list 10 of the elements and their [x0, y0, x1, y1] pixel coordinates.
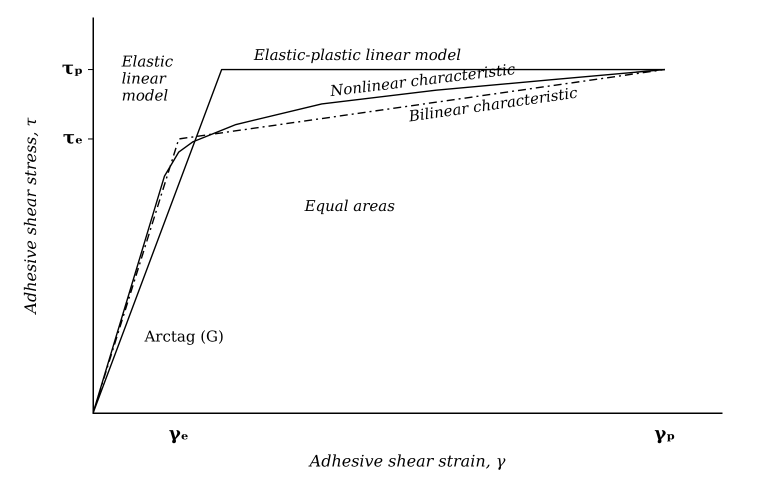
annotation: Arctag (G) [143, 327, 224, 346]
x-tick-label: γₚ [654, 424, 676, 445]
series-label: Elastic-plastic linear model [252, 46, 462, 64]
x-axis-title: Adhesive shear strain, γ [308, 452, 506, 471]
x-tick-label: γₑ [168, 424, 189, 445]
y-axis-title: Adhesive shear stress, τ [20, 116, 40, 316]
text: τₑ [62, 128, 83, 149]
annotation: Elastic linear model [120, 52, 174, 105]
annotation: Equal areas [304, 196, 396, 215]
text: τₚ [62, 58, 83, 80]
